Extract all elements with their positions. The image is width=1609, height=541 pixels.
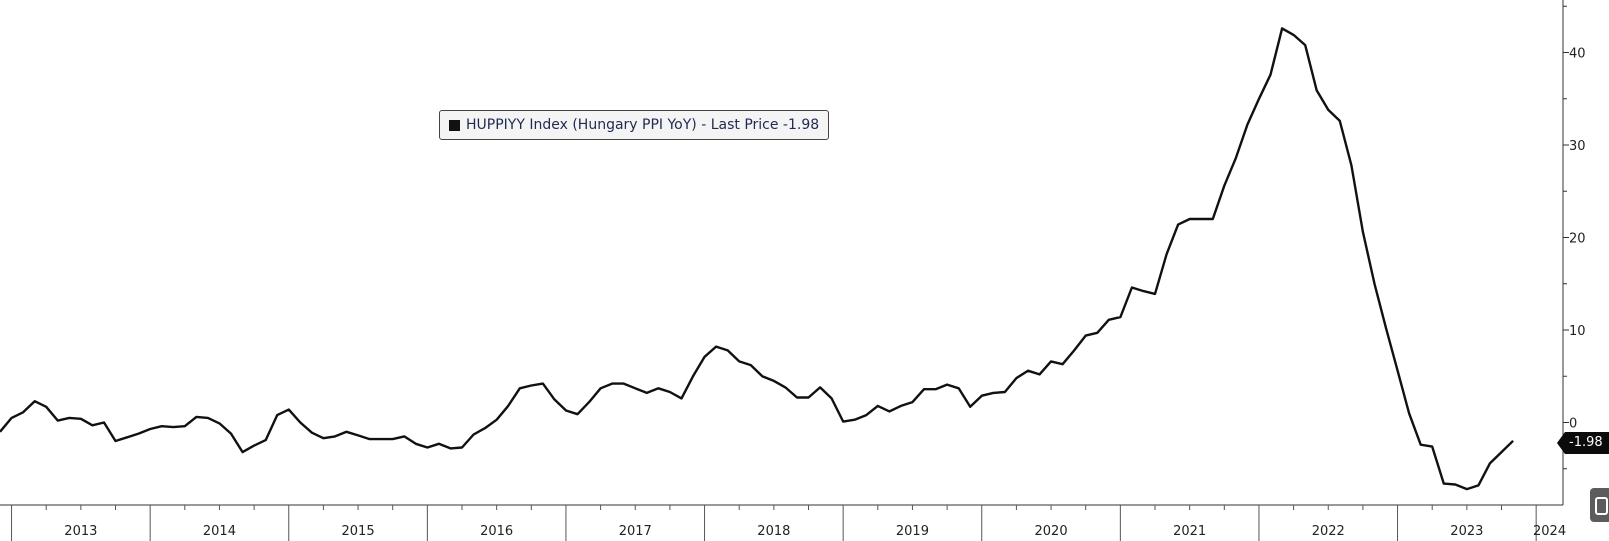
legend-swatch-icon: [449, 119, 460, 131]
series-line-huppiyy: [0, 27, 1514, 491]
x-tick-label: 2016: [480, 524, 513, 539]
x-tick-label: 2024: [1533, 524, 1566, 539]
chart-options-icon[interactable]: [1590, 488, 1609, 522]
x-tick-label: 2022: [1312, 524, 1345, 539]
x-tick-label: 2018: [757, 524, 790, 539]
legend-label: HUPPIYY Index (Hungary PPI YoY) - Last P…: [466, 117, 820, 133]
y-tick-label: 10: [1569, 324, 1586, 339]
x-tick-label: 2014: [203, 524, 236, 539]
x-tick-label: 2023: [1450, 524, 1483, 539]
y-tick-label: 0: [1569, 417, 1577, 432]
x-tick-label: 2013: [64, 524, 97, 539]
x-tick-label: 2015: [342, 524, 375, 539]
x-tick-label: 2019: [896, 524, 929, 539]
last-price-tag: -1.98: [1557, 432, 1609, 454]
y-tick-label: 30: [1569, 139, 1586, 154]
x-tick-label: 2017: [619, 524, 652, 539]
x-tick-label: 2021: [1173, 524, 1206, 539]
y-tick-label: 40: [1569, 47, 1586, 62]
x-tick-label: 2020: [1035, 524, 1068, 539]
chart-legend: HUPPIYY Index (Hungary PPI YoY) - Last P…: [439, 110, 830, 140]
y-tick-label: 20: [1569, 232, 1586, 247]
